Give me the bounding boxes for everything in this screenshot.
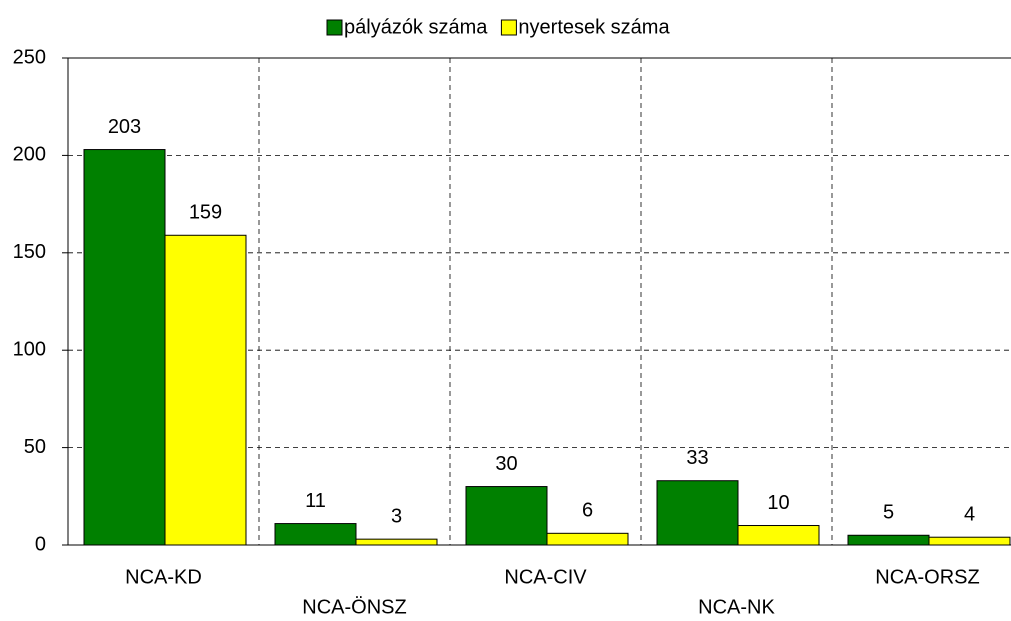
bar [928,536,1011,546]
data-label: 33 [686,447,708,469]
x-tick-label: NCA-CIV [504,566,587,588]
data-label: 3 [391,505,402,527]
y-tick-label: 0 [35,533,46,555]
y-tick-label: 250 [13,46,46,68]
bar [355,538,438,546]
bar [164,234,247,546]
bar [546,532,629,546]
x-tick-label: NCA-KD [125,566,202,588]
data-label: 6 [582,500,593,522]
bar [737,525,820,546]
legend-swatch [326,19,343,36]
legend-swatch [500,19,517,36]
data-label: 11 [305,490,326,512]
legend-label: nyertesek száma [518,16,670,38]
data-label: 4 [964,503,975,525]
y-tick-label: 200 [13,144,46,166]
x-tick-label: NCA-ÖNSZ [302,596,406,618]
bar [847,534,930,546]
data-label: 203 [108,116,141,138]
bar [656,480,739,546]
y-tick-label: 150 [13,241,46,263]
y-tick-label: 100 [13,338,46,360]
x-tick-label: NCA-ORSZ [875,566,979,588]
data-label: 30 [495,453,517,475]
data-label: 159 [189,202,222,224]
data-label: 10 [767,492,789,514]
data-label: 5 [883,502,894,524]
legend-label: pályázók száma [344,16,488,38]
bar [274,523,357,546]
bar [83,149,166,546]
y-tick-label: 50 [24,436,46,458]
bar [465,486,548,546]
x-tick-label: NCA-NK [698,596,775,618]
